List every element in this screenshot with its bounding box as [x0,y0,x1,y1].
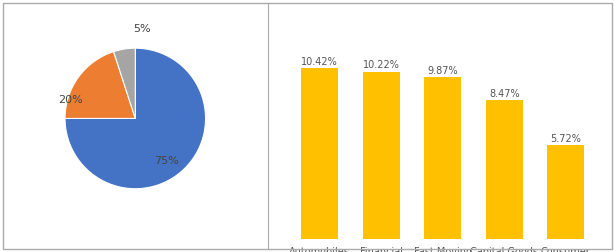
Text: 20%: 20% [58,95,83,105]
Text: 8.47%: 8.47% [489,89,520,99]
Bar [547,145,584,239]
Text: 75%: 75% [154,156,179,166]
Bar [363,72,400,239]
Text: 5%: 5% [133,24,151,34]
Bar [301,68,338,239]
Bar [424,77,461,239]
Wedge shape [65,48,205,189]
Bar [486,100,523,239]
Text: 9.87%: 9.87% [427,66,458,76]
Wedge shape [114,48,135,118]
Text: 5.72%: 5.72% [550,134,581,144]
Text: 10.22%: 10.22% [363,60,400,70]
Text: 10.42%: 10.42% [301,57,338,67]
Wedge shape [65,52,135,118]
